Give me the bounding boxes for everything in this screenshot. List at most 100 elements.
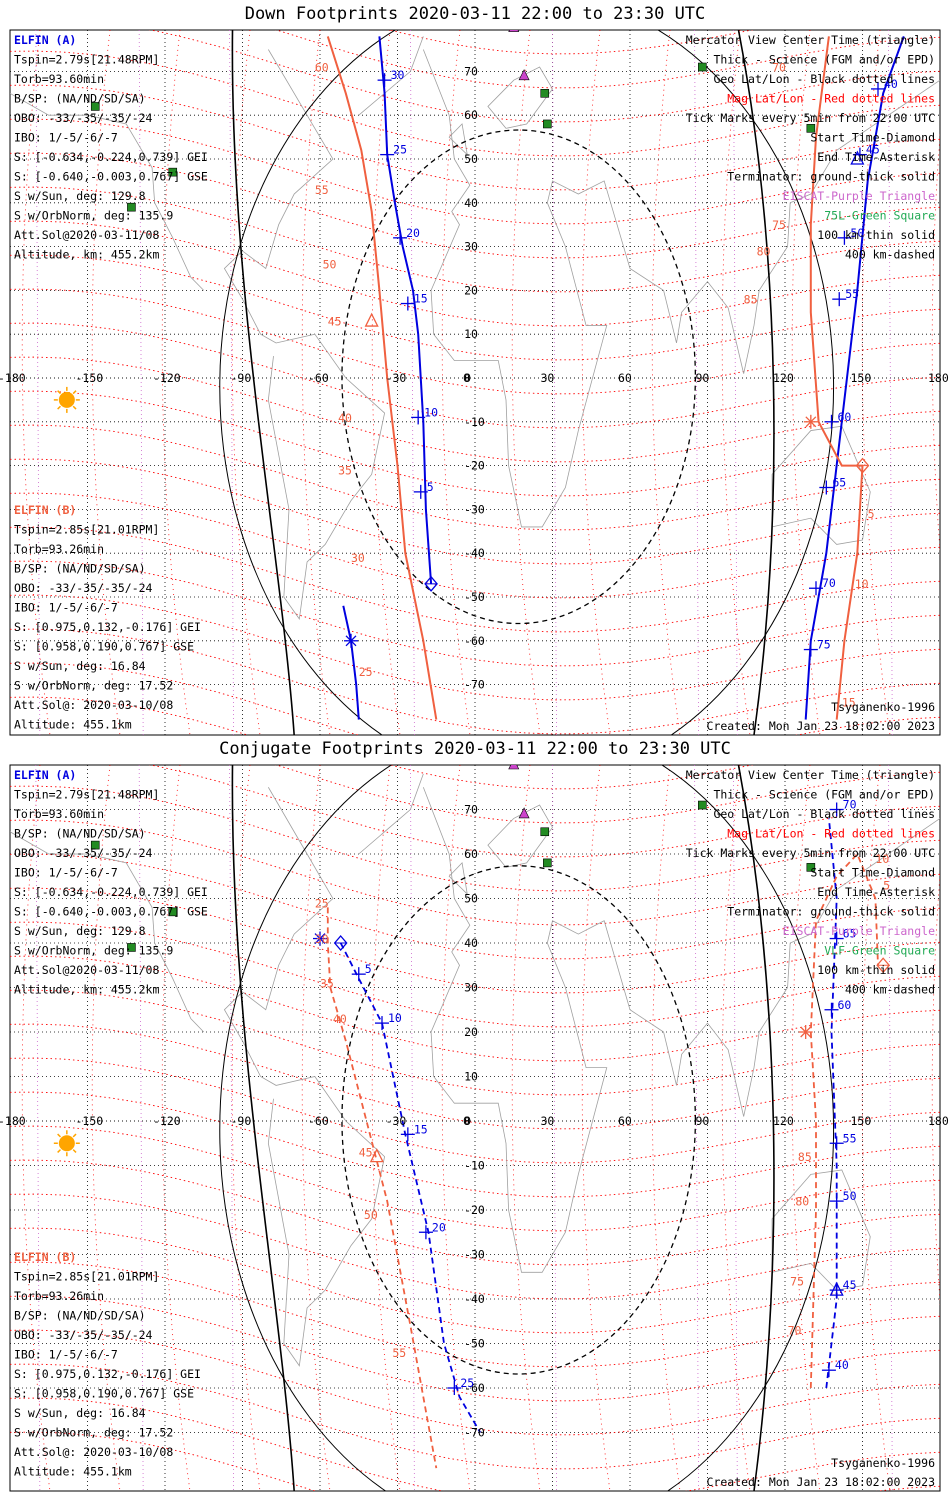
elfin-a-info-line: S w/OrbNorm, deg: 135.9 [14,944,173,958]
created-label: Created: Mon Jan 23 18:02:00 2023 [707,719,936,733]
x-tick-label: 150 [851,1114,872,1128]
mag-lat-line [10,1091,940,1198]
vlf-station-marker [543,119,552,129]
mag-lat-line [10,220,940,327]
vlf-station-marker [90,840,100,850]
y-tick-label: 0 [464,1114,471,1128]
mag-lat-line [275,765,940,824]
mag-lat-line [10,853,940,960]
mag-lon-line [861,30,891,735]
elfin-b-info-line: IBO: 1/-5/-6/-7 [14,1348,118,1362]
start-diamond-marker [424,575,438,592]
x-tick-label: -30 [386,1114,407,1128]
mag-lat-line [10,1057,940,1164]
mag-lat-label: 85 [798,1150,812,1164]
vlf-station-marker [168,907,178,917]
mag-lat-line [10,50,940,157]
legend-item: Start Time-Diamond [810,131,935,145]
time-tick-label: 25 [460,1376,474,1390]
y-tick-label: -70 [464,1426,485,1440]
down-footprints-map: -180 -150 -120 -90 -60 -30 0 30 60 90 120 150 180 70 6… [0,29,949,736]
y-tick-label: 70 [464,64,478,78]
mag-lat-label: 5 [868,507,875,521]
mag-lat-line [10,288,940,395]
sun-icon [58,391,75,408]
y-tick-label: -60 [464,634,485,648]
coastline [448,123,468,156]
terminator-line [231,765,295,1491]
mag-lat-line [10,1363,940,1470]
purple-meridian [694,30,699,735]
center-triangle-marker [364,312,379,327]
coastline [358,36,424,116]
elfin-a-info-line: S w/Sun, deg: 129.8 [14,189,146,203]
elfin-b-info-line: OBO: -33/-35/-35/-24 [14,1328,153,1342]
mag-lat-line [10,560,940,667]
time-tick-label: 25 [393,143,407,157]
mag-lon-line [301,30,331,735]
time-tick-label: 5 [427,480,434,494]
y-tick-label: 60 [464,108,478,122]
footprint-track-elfin-b [809,36,864,720]
legend-item: VLF-Green Square [824,944,935,958]
legend-item: Terminator: ground-thick solid [727,905,935,919]
time-tick-label: 5 [365,962,372,976]
legend-item: Mag Lat/Lon - Red dotted lines [727,92,935,106]
time-tick-label: 65 [832,476,846,490]
y-tick-label: 50 [464,892,478,906]
mag-lat-line [10,118,940,225]
mag-lat-line [388,765,754,790]
visibility-400km [341,865,697,1375]
x-tick-label: -90 [231,371,252,385]
elfin-b-info-line: Altitude: 455.1km [14,1465,132,1479]
center-triangle-marker [829,1281,844,1296]
mag-lat-label: 15 [842,696,856,710]
x-tick-label: 150 [851,371,872,385]
vlf-station-marker [698,800,707,810]
coastline [10,831,205,1033]
coastline [422,787,940,1273]
elfin-b-info-line: S w/Sun, deg: 16.84 [14,659,146,673]
mag-lat-line [10,819,940,926]
y-tick-label: 70 [464,803,478,817]
elfin-b-info-line: IBO: 1/-5/-6/-7 [14,601,118,615]
mag-lat-label: 45 [328,314,342,328]
elfin-a-info-line: S w/OrbNorm, deg: 135.9 [14,209,173,223]
x-tick-label: 60 [618,371,632,385]
purple-meridian [887,30,893,735]
y-tick-label: 60 [464,847,478,861]
vlf-station-marker [127,943,136,952]
legend-item: Tick Marks every 5min from 22:00 UTC [686,111,935,125]
end-asterisk-marker [800,1026,812,1038]
elfin-b-header: ELFIN (B) [14,1250,76,1264]
coastline [223,49,386,620]
terminator-line [231,30,295,735]
mag-lat-label: 30 [315,932,329,946]
model-label: Tsyganenko-1996 [831,1456,935,1470]
end-asterisk-marker [805,416,817,428]
elfin-a-info-line: Altitude, km: 455.2km [14,248,159,262]
elfin-b-header: ELFIN (B) [14,503,76,517]
coastline [771,1169,871,1291]
mag-lat-label: 70 [772,60,786,74]
footprint-track-elfin-a [804,36,905,720]
mag-lat-label: 10 [855,577,869,591]
mag-lat-line [10,1193,940,1300]
mag-lat-line [10,785,940,892]
y-tick-label: -10 [464,1159,485,1173]
y-tick-label: 30 [464,981,478,995]
mag-lat-label: 75 [790,1275,804,1289]
mag-lat-line [10,356,940,463]
footprint-track-elfin-a [825,818,838,1389]
mag-lat-line [10,322,940,429]
time-tick-label: 50 [850,226,864,240]
mag-lat-label: 25 [359,665,373,679]
elfin-b-info-line: Att.Sol@: 2020-03-10/08 [14,698,173,712]
panel-2-title: Conjugate Footprints 2020-03-11 22:00 to… [219,739,731,759]
y-tick-label: 30 [464,240,478,254]
x-tick-label: 30 [541,1114,555,1128]
mag-lat-label: 55 [392,1346,406,1360]
elfin-a-info-line: Tspin=2.79s[21.48RPM] [14,788,159,802]
map-plot-area [10,30,940,735]
y-tick-label: -20 [464,1203,485,1217]
